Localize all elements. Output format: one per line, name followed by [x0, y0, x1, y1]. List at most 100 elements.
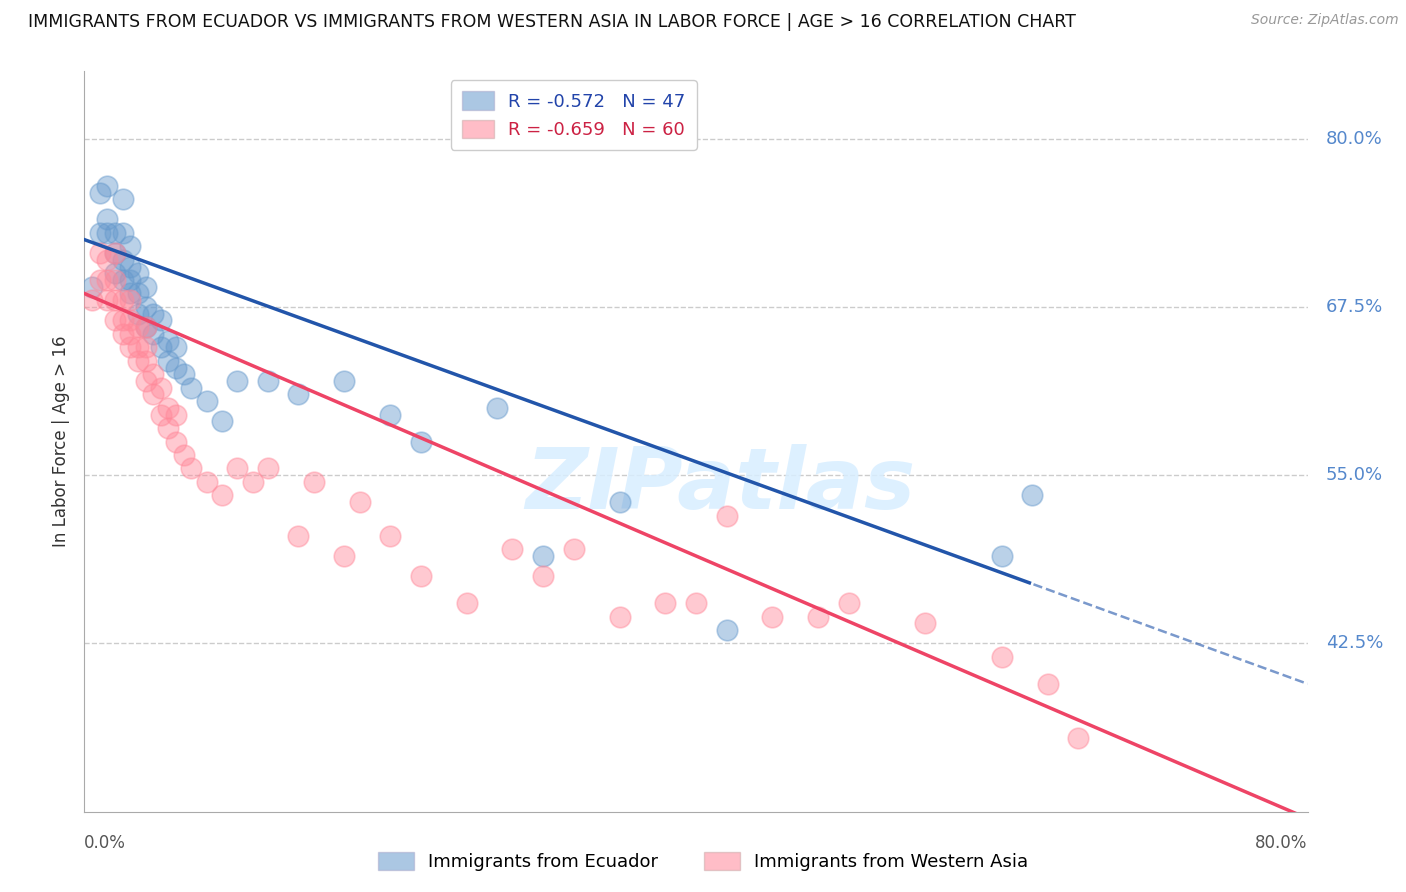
- Point: [96, 212, 118, 227]
- Point: [157, 353, 180, 368]
- Text: Source: ZipAtlas.com: Source: ZipAtlas.com: [1251, 13, 1399, 28]
- Point: [89, 186, 111, 200]
- Point: [104, 226, 127, 240]
- Point: [531, 569, 554, 583]
- Point: [135, 320, 157, 334]
- Point: [302, 475, 325, 489]
- Legend: R = -0.572   N = 47, R = -0.659   N = 60: R = -0.572 N = 47, R = -0.659 N = 60: [451, 80, 696, 150]
- Point: [111, 326, 134, 341]
- Point: [609, 609, 631, 624]
- Point: [104, 266, 127, 280]
- Point: [142, 326, 165, 341]
- Point: [111, 192, 134, 206]
- Point: [991, 649, 1014, 664]
- Point: [104, 246, 127, 260]
- Point: [104, 273, 127, 287]
- Point: [142, 387, 165, 401]
- Point: [173, 368, 195, 382]
- Point: [409, 569, 432, 583]
- Point: [165, 408, 187, 422]
- Point: [180, 461, 202, 475]
- Point: [914, 616, 936, 631]
- Point: [96, 293, 118, 308]
- Point: [242, 475, 264, 489]
- Point: [89, 246, 111, 260]
- Point: [287, 529, 309, 543]
- Point: [761, 609, 783, 624]
- Point: [80, 293, 103, 308]
- Point: [287, 387, 309, 401]
- Point: [120, 239, 142, 253]
- Point: [149, 408, 172, 422]
- Point: [104, 246, 127, 260]
- Point: [1067, 731, 1090, 745]
- Point: [991, 549, 1014, 563]
- Point: [333, 374, 356, 388]
- Point: [1021, 488, 1043, 502]
- Point: [531, 549, 554, 563]
- Point: [409, 434, 432, 449]
- Point: [157, 421, 180, 435]
- Point: [807, 609, 830, 624]
- Point: [165, 360, 187, 375]
- Point: [104, 313, 127, 327]
- Point: [89, 226, 111, 240]
- Point: [502, 542, 524, 557]
- Point: [120, 273, 142, 287]
- Point: [149, 381, 172, 395]
- Point: [257, 374, 280, 388]
- Point: [127, 286, 149, 301]
- Point: [349, 495, 371, 509]
- Point: [380, 408, 402, 422]
- Point: [135, 300, 157, 314]
- Point: [96, 252, 118, 267]
- Point: [195, 394, 218, 409]
- Point: [127, 340, 149, 354]
- Point: [135, 279, 157, 293]
- Point: [838, 596, 860, 610]
- Point: [173, 448, 195, 462]
- Point: [135, 340, 157, 354]
- Point: [685, 596, 707, 610]
- Text: IMMIGRANTS FROM ECUADOR VS IMMIGRANTS FROM WESTERN ASIA IN LABOR FORCE | AGE > 1: IMMIGRANTS FROM ECUADOR VS IMMIGRANTS FR…: [28, 13, 1076, 31]
- Point: [456, 596, 478, 610]
- Point: [80, 279, 103, 293]
- Point: [142, 368, 165, 382]
- Point: [149, 340, 172, 354]
- Point: [96, 178, 118, 193]
- Text: ZIPatlas: ZIPatlas: [526, 444, 915, 527]
- Point: [716, 508, 738, 523]
- Point: [120, 293, 142, 308]
- Point: [135, 374, 157, 388]
- Point: [562, 542, 585, 557]
- Point: [654, 596, 676, 610]
- Point: [111, 252, 134, 267]
- Point: [120, 260, 142, 274]
- Point: [120, 340, 142, 354]
- Point: [333, 549, 356, 563]
- Point: [127, 307, 149, 321]
- Point: [111, 313, 134, 327]
- Point: [211, 414, 233, 428]
- Text: 0.0%: 0.0%: [84, 834, 127, 852]
- Text: 67.5%: 67.5%: [1326, 298, 1384, 316]
- Point: [142, 307, 165, 321]
- Point: [609, 495, 631, 509]
- Text: 80.0%: 80.0%: [1326, 129, 1382, 148]
- Point: [149, 313, 172, 327]
- Point: [111, 226, 134, 240]
- Point: [165, 340, 187, 354]
- Point: [120, 326, 142, 341]
- Point: [111, 273, 134, 287]
- Y-axis label: In Labor Force | Age > 16: In Labor Force | Age > 16: [52, 335, 70, 548]
- Point: [127, 320, 149, 334]
- Point: [127, 266, 149, 280]
- Point: [89, 273, 111, 287]
- Point: [226, 461, 249, 475]
- Text: 80.0%: 80.0%: [1256, 834, 1308, 852]
- Point: [180, 381, 202, 395]
- Point: [211, 488, 233, 502]
- Point: [96, 226, 118, 240]
- Point: [1036, 677, 1059, 691]
- Point: [165, 434, 187, 449]
